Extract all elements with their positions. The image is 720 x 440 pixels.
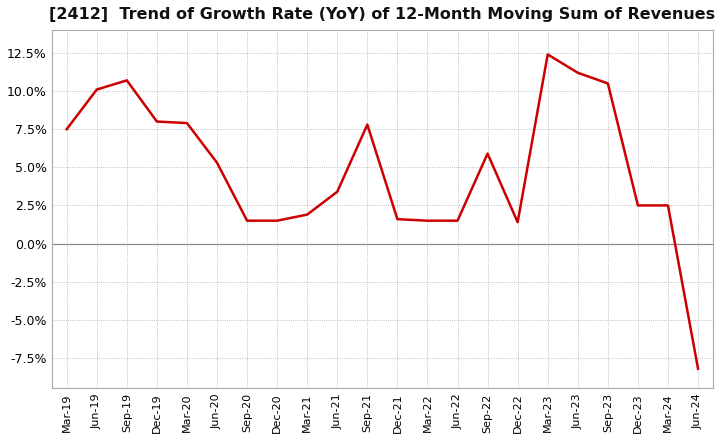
Title: [2412]  Trend of Growth Rate (YoY) of 12-Month Moving Sum of Revenues: [2412] Trend of Growth Rate (YoY) of 12-… (49, 7, 716, 22)
